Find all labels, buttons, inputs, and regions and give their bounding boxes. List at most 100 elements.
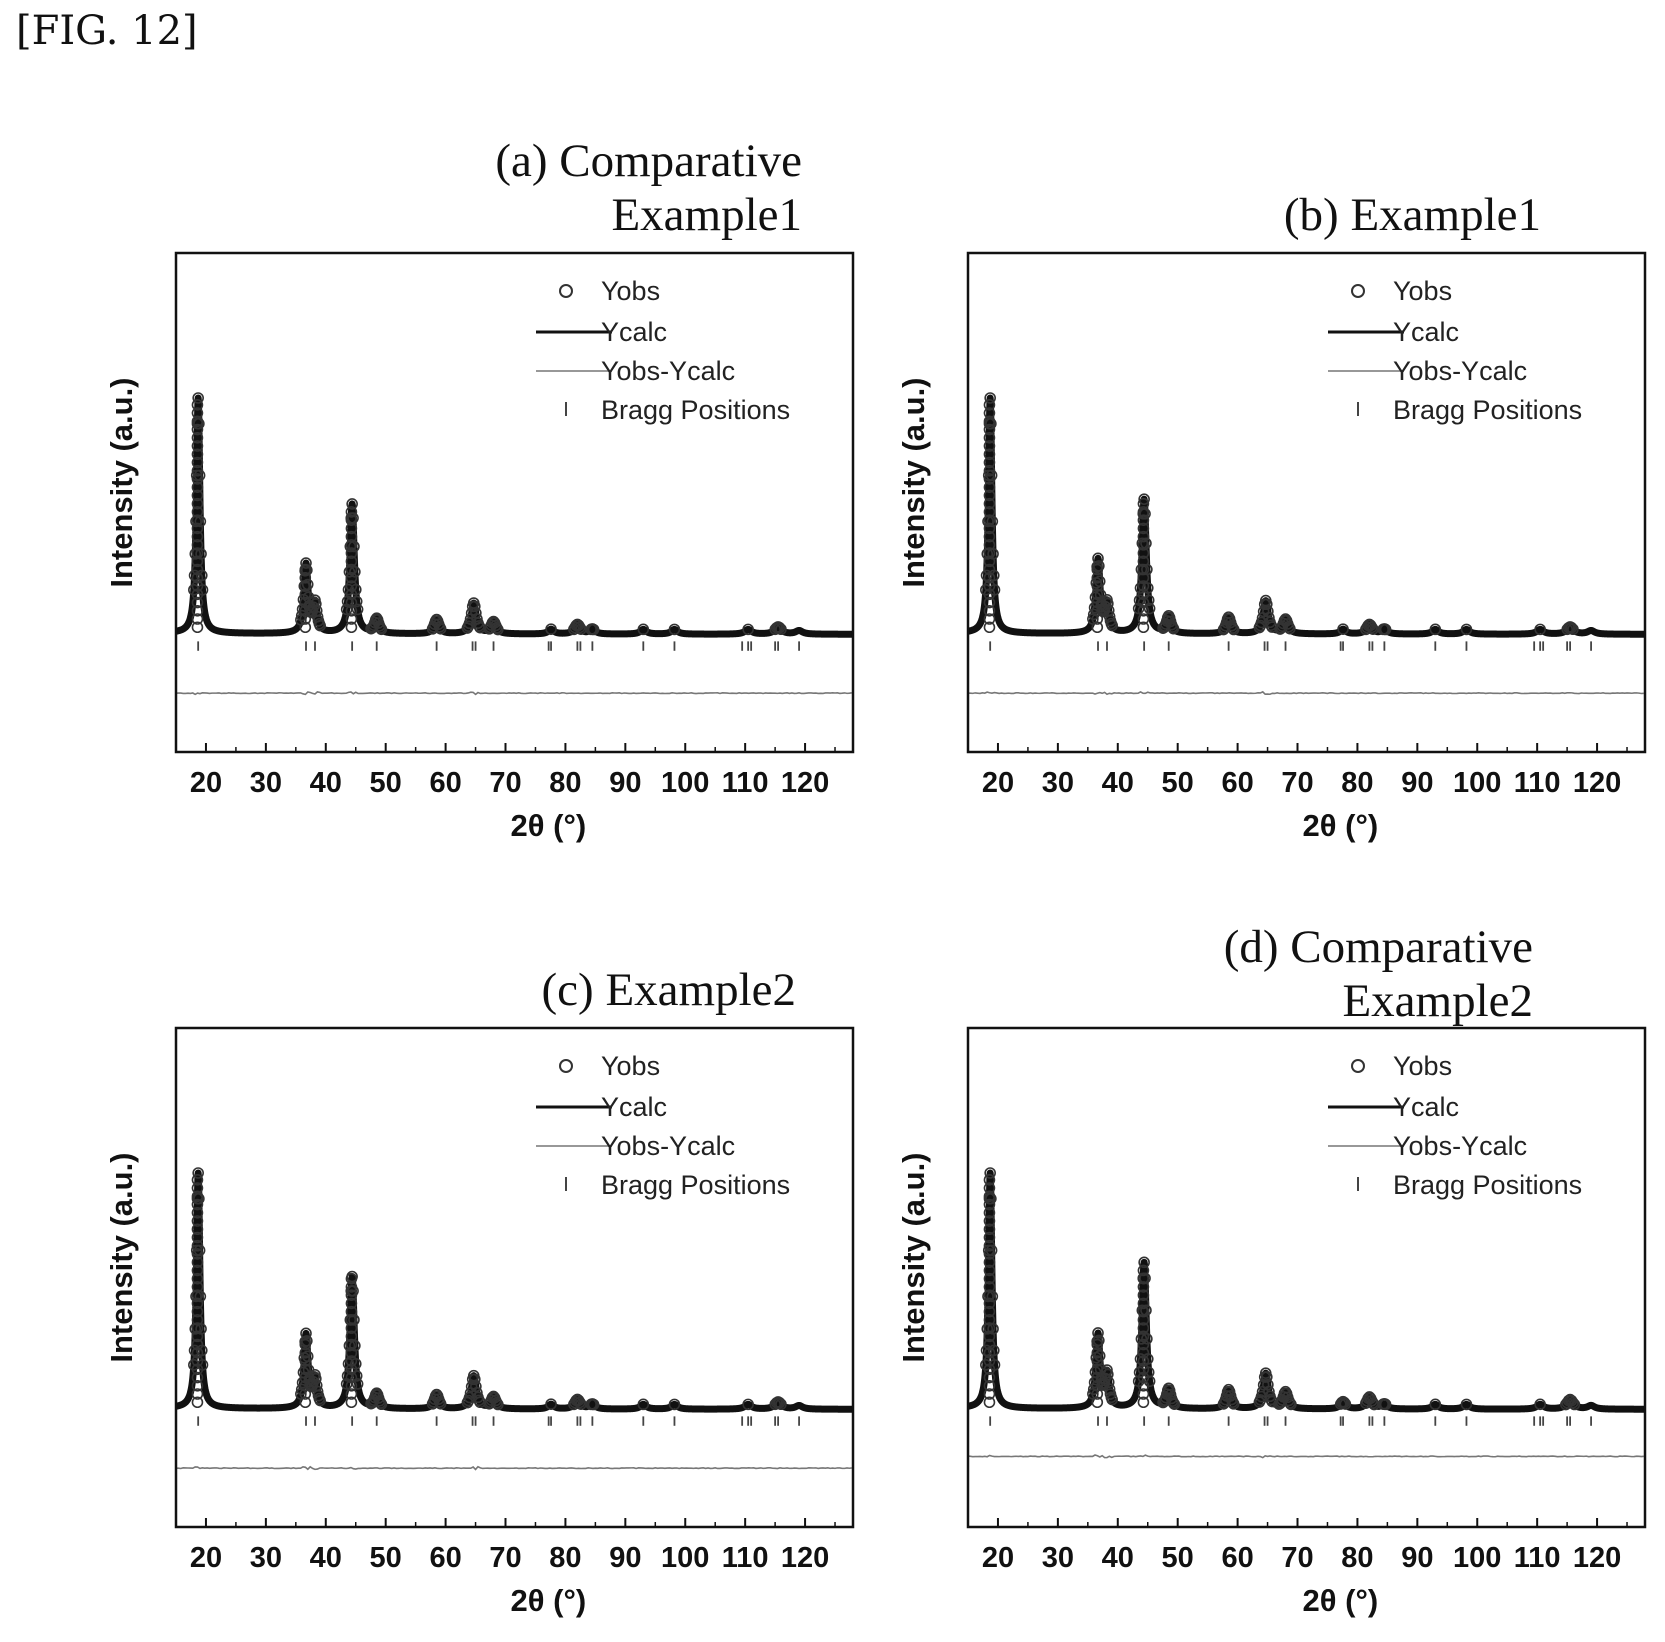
yobs-point bbox=[191, 1239, 204, 1252]
yobs-point bbox=[191, 1371, 204, 1384]
yobs-point bbox=[1091, 1355, 1104, 1367]
yobs-point bbox=[299, 1338, 312, 1351]
yobs-point bbox=[470, 1380, 482, 1393]
plot-area bbox=[968, 1167, 1645, 1459]
yobs-point bbox=[983, 1396, 996, 1409]
yobs-point bbox=[983, 489, 996, 502]
yobs-point bbox=[345, 539, 358, 551]
legend-yobs-label: Yobs bbox=[1393, 1051, 1452, 1081]
yobs-point bbox=[345, 596, 358, 609]
yobs-point bbox=[434, 623, 447, 635]
x-tick-label: 90 bbox=[1401, 767, 1433, 799]
yobs-point bbox=[300, 1327, 312, 1340]
yobs-point bbox=[983, 423, 996, 436]
legend: Yobs Ycalc Yobs-Ycalc Bragg Positions bbox=[1328, 1051, 1582, 1200]
x-tick-label: 60 bbox=[429, 1542, 461, 1574]
x-tick-label: 90 bbox=[609, 767, 641, 799]
yobs-point bbox=[1284, 622, 1296, 635]
legend-diff-label: Yobs-Ycalc bbox=[1393, 356, 1527, 386]
yobs-point bbox=[191, 1305, 204, 1318]
yobs-point bbox=[742, 623, 754, 636]
yobs-point bbox=[375, 623, 388, 636]
yobs-point bbox=[191, 1231, 204, 1244]
yobs-point bbox=[351, 603, 364, 616]
x-tick-label: 20 bbox=[190, 767, 222, 799]
panel-c: 20 30 40 50 60 70 80 90 100 110 120 2θ (°) Intensity… bbox=[104, 1026, 855, 1618]
yobs-point bbox=[191, 489, 204, 502]
yobs-point bbox=[1103, 1383, 1116, 1395]
yobs-point bbox=[983, 522, 996, 535]
yobs-point bbox=[1137, 1322, 1150, 1334]
x-tick-label: 90 bbox=[1401, 1542, 1433, 1574]
yobs-point bbox=[191, 431, 204, 444]
yobs-point bbox=[375, 1398, 388, 1411]
legend: Yobs Ycalc Yobs-Ycalc Bragg Positions bbox=[536, 1051, 790, 1200]
x-tick-label: 30 bbox=[250, 1542, 282, 1574]
yobs-point bbox=[983, 1363, 996, 1376]
yobs-point bbox=[1534, 1398, 1546, 1411]
yobs-point bbox=[1137, 1264, 1150, 1277]
yobs-point bbox=[1429, 1398, 1442, 1411]
x-tick-label: 40 bbox=[1102, 1542, 1134, 1574]
yobs-point bbox=[351, 1378, 364, 1390]
x-tick-label: 110 bbox=[722, 1542, 769, 1574]
yobs-point bbox=[345, 1281, 358, 1293]
yobs-point bbox=[983, 440, 996, 452]
yobs-point bbox=[980, 1344, 993, 1357]
yobs-point bbox=[1137, 539, 1150, 551]
legend-bragg-label: Bragg Positions bbox=[601, 395, 790, 425]
yobs-point bbox=[345, 1305, 358, 1318]
x-tick-label: 70 bbox=[489, 767, 521, 799]
yobs-point bbox=[345, 547, 358, 559]
ycalc-line bbox=[176, 394, 853, 638]
yobs-point bbox=[191, 1363, 204, 1376]
yobs-point bbox=[983, 596, 996, 609]
yobs-point bbox=[191, 1248, 204, 1260]
yobs-point bbox=[191, 1322, 204, 1334]
yobs-point bbox=[191, 456, 204, 469]
yobs-point bbox=[299, 613, 312, 625]
yobs-point bbox=[191, 1190, 204, 1203]
yobs-point bbox=[1137, 1289, 1150, 1301]
yobs-point bbox=[1091, 613, 1104, 625]
yobs-point bbox=[983, 1206, 996, 1219]
x-tick-label: 120 bbox=[1573, 1542, 1621, 1574]
yobs-point bbox=[1262, 605, 1274, 618]
yobs-point bbox=[1568, 1398, 1581, 1411]
yobs-point bbox=[191, 448, 204, 461]
y-axis-title: Intensity (a.u.) bbox=[896, 377, 931, 587]
yobs-point bbox=[191, 588, 204, 601]
bragg-ticks bbox=[989, 1416, 1592, 1426]
yobs-point bbox=[299, 588, 312, 601]
yobs-point bbox=[191, 1289, 204, 1301]
yobs-point bbox=[1091, 1388, 1104, 1400]
yobs-point bbox=[345, 604, 358, 617]
x-tick-label: 100 bbox=[1453, 767, 1501, 799]
legend-yobs-marker bbox=[559, 1059, 573, 1073]
yobs-point bbox=[983, 1322, 996, 1334]
yobs-point bbox=[1137, 1371, 1150, 1384]
yobs-point bbox=[191, 1347, 204, 1359]
legend-bragg-label: Bragg Positions bbox=[1393, 395, 1582, 425]
yobs-point bbox=[191, 1182, 204, 1194]
yobs-point bbox=[191, 563, 204, 576]
yobs-point bbox=[307, 1375, 320, 1388]
x-axis-title: 2θ (°) bbox=[511, 1583, 587, 1618]
yobs-point bbox=[983, 407, 996, 419]
yobs-point bbox=[191, 580, 204, 592]
yobs-point bbox=[469, 1373, 481, 1386]
yobs-point bbox=[299, 1396, 312, 1409]
yobs-point bbox=[191, 572, 204, 584]
legend-ycalc-label: Ycalc bbox=[601, 1092, 667, 1122]
x-tick-label: 110 bbox=[722, 767, 769, 799]
yobs-point bbox=[983, 473, 996, 485]
x-tick-label: 80 bbox=[549, 767, 581, 799]
yobs-point bbox=[299, 580, 312, 592]
difference-line bbox=[176, 1465, 852, 1471]
yobs-point bbox=[191, 1388, 204, 1400]
yobs-point bbox=[191, 604, 204, 617]
yobs-point bbox=[345, 1314, 358, 1326]
yobs-point bbox=[345, 1272, 358, 1285]
yobs-point bbox=[191, 530, 204, 543]
yobs-point bbox=[1137, 1338, 1150, 1351]
